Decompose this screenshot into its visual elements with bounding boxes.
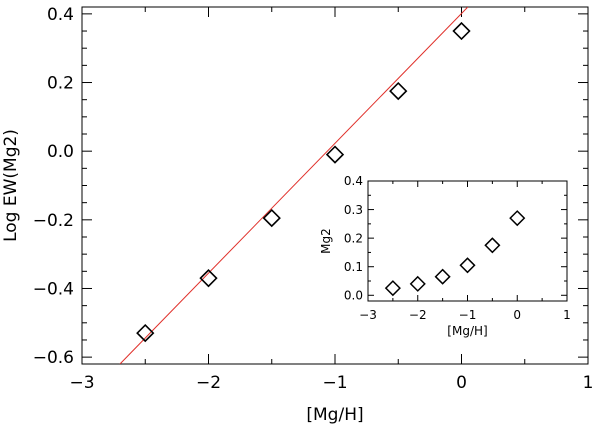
main-x-tick-label: −2 — [196, 373, 221, 393]
inset-x-axis-title: [Mg/H] — [447, 324, 487, 338]
inset-y-tick-label: 0.2 — [344, 231, 363, 245]
main-x-tick-label: −1 — [322, 373, 347, 393]
main-x-tick-label: 0 — [456, 373, 467, 393]
inset-x-tick-label: −3 — [359, 308, 377, 322]
inset-y-tick-label: 0.0 — [344, 288, 363, 302]
main-fit-line — [119, 7, 469, 364]
inset-y-tick-label: 0.1 — [344, 260, 363, 274]
inset-x-tick-label: 0 — [513, 308, 521, 322]
main-y-tick-label: −0.4 — [33, 279, 74, 299]
main-data-point — [136, 323, 155, 343]
main-y-tick-label: 0.4 — [47, 5, 74, 25]
inset-data-point — [434, 268, 451, 285]
main-data-point — [199, 269, 218, 288]
inset-data-point — [509, 210, 526, 227]
main-data-point — [452, 21, 471, 41]
inset-y-tick-label: 0.3 — [344, 203, 363, 217]
inset-y-axis-title: Mg2 — [319, 228, 333, 254]
main-x-tick-label: 1 — [583, 373, 594, 393]
main-data-point — [325, 145, 345, 164]
inset-data-point — [384, 280, 401, 297]
inset-x-tick-label: −2 — [409, 308, 427, 322]
main-y-tick-label: 0.2 — [47, 73, 74, 93]
main-y-tick-label: −0.2 — [33, 211, 74, 231]
main-y-tick-label: −0.6 — [33, 348, 74, 368]
main-x-tick-label: −3 — [69, 373, 94, 393]
inset-data-point — [484, 237, 501, 254]
main-plot: −3 −2 −1 0 1 −0.6 −0.4 −0.2 0.0 0.2 0.4 [Mg/H] Log E… — [1, 5, 593, 425]
inset-data-point — [409, 275, 426, 292]
main-y-tick-label: 0.0 — [47, 142, 74, 162]
inset-data-point — [459, 257, 476, 274]
inset-x-tick-label: 1 — [563, 308, 571, 322]
inset-x-tick-label: −1 — [459, 308, 477, 322]
inset-plot-frame — [367, 180, 568, 302]
main-x-axis-title: [Mg/H] — [306, 405, 363, 425]
inset-plot: −3 −2 −1 0 1 0.0 0.1 0.2 0.3 0.4 [Mg/H] Mg2 — [319, 174, 571, 338]
inset-y-tick-label: 0.4 — [344, 174, 363, 188]
main-y-axis-title: Log EW(Mg2) — [1, 129, 21, 242]
main-data-point — [262, 208, 281, 228]
main-data-point — [389, 81, 408, 101]
